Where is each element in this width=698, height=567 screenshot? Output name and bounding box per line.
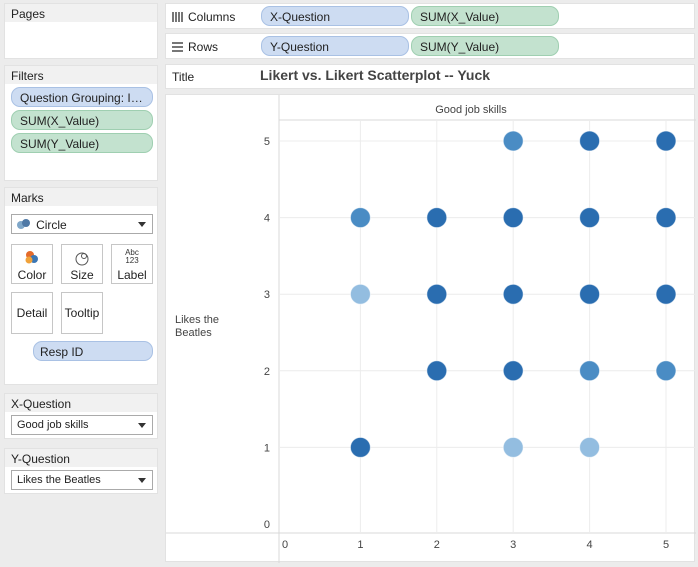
columns-pill-x-question[interactable]: X-Question xyxy=(261,6,409,26)
scatter-point[interactable] xyxy=(349,207,371,229)
y-question-dropdown[interactable]: Likes the Beatles xyxy=(11,470,153,490)
scatter-point[interactable] xyxy=(426,360,448,382)
chevron-down-icon xyxy=(138,222,146,227)
color-button[interactable]: Color xyxy=(11,244,53,284)
y-tick-label: 0 xyxy=(264,519,270,531)
pages-panel[interactable]: Pages xyxy=(4,3,158,59)
marks-title: Marks xyxy=(5,188,157,206)
scatter-point[interactable] xyxy=(502,360,524,382)
title-shelf[interactable]: Title Likert vs. Likert Scatterplot -- Y… xyxy=(165,64,695,89)
title-shelf-label: Title xyxy=(172,70,195,84)
size-icon xyxy=(62,250,102,268)
scatter-point[interactable] xyxy=(426,207,448,229)
scatter-point[interactable] xyxy=(655,360,677,382)
color-icon xyxy=(12,250,52,268)
y-question-value: Likes the Beatles xyxy=(17,474,101,486)
row-header-line-1: Likes the xyxy=(175,314,219,326)
x-question-parameter-panel[interactable]: X-Question Good job skills xyxy=(4,393,158,439)
size-button[interactable]: Size xyxy=(61,244,103,284)
y-tick-label: 1 xyxy=(264,442,270,454)
x-question-title: X-Question xyxy=(5,394,157,412)
detail-button-label: Detail xyxy=(16,306,48,320)
filter-pill-sum-x-value[interactable]: SUM(X_Value) xyxy=(11,110,153,130)
x-tick-label: 2 xyxy=(434,539,440,551)
rows-shelf-label: Rows xyxy=(172,40,218,54)
columns-shelf-label: Columns xyxy=(172,10,235,24)
scatter-point[interactable] xyxy=(655,283,677,305)
rows-pill-sum-y-value[interactable]: SUM(Y_Value) xyxy=(411,36,559,56)
x-tick-label: 4 xyxy=(587,539,593,551)
scatter-point[interactable] xyxy=(655,130,677,152)
scatter-point[interactable] xyxy=(579,283,601,305)
y-question-parameter-panel[interactable]: Y-Question Likes the Beatles xyxy=(4,448,158,494)
mark-type-dropdown[interactable]: Circle xyxy=(11,214,153,234)
scatter-point[interactable] xyxy=(655,207,677,229)
detail-button[interactable]: Detail xyxy=(11,292,53,334)
circle-mark-icon xyxy=(17,219,33,230)
size-button-label: Size xyxy=(70,268,94,282)
abc-123-label-icon: Abc 123 xyxy=(125,248,139,265)
rows-shelf[interactable]: Rows Y-Question SUM(Y_Value) xyxy=(165,33,695,59)
x-question-dropdown[interactable]: Good job skills xyxy=(11,415,153,435)
tooltip-button-label: Tooltip xyxy=(64,306,100,320)
columns-shelf[interactable]: Columns X-Question SUM(X_Value) xyxy=(165,3,695,29)
columns-icon xyxy=(172,12,183,22)
pages-title: Pages xyxy=(5,4,157,22)
detail-field-resp-id[interactable]: Resp ID xyxy=(33,341,153,361)
y-question-title: Y-Question xyxy=(5,449,157,467)
grid-lines xyxy=(280,121,696,532)
label-button[interactable]: Abc 123 Label xyxy=(111,244,153,284)
x-tick-label: 5 xyxy=(663,539,669,551)
chevron-down-icon xyxy=(138,423,146,428)
scatter-chart[interactable]: Good job skills Likes the Beatles 0 1 2 3 4 50… xyxy=(166,95,696,563)
rows-pill-y-question[interactable]: Y-Question xyxy=(261,36,409,56)
x-tick-label: 0 xyxy=(282,539,288,551)
mark-type-label: Circle xyxy=(36,218,67,232)
scatter-point[interactable] xyxy=(579,436,601,458)
row-header-label: Likes the Beatles xyxy=(175,314,219,339)
column-header-label: Good job skills xyxy=(435,104,507,116)
x-tick-label: 3 xyxy=(510,539,516,551)
color-button-label: Color xyxy=(17,268,47,282)
filters-panel[interactable]: Filters Question Grouping: Indi.. SUM(X_… xyxy=(4,65,158,181)
y-tick-label: 2 xyxy=(264,366,270,378)
scatter-point[interactable] xyxy=(502,283,524,305)
chevron-down-icon xyxy=(138,478,146,483)
row-header-line-2: Beatles xyxy=(175,327,212,339)
filter-pill-question-grouping[interactable]: Question Grouping: Indi.. xyxy=(11,87,153,107)
filter-pill-sum-y-value[interactable]: SUM(Y_Value) xyxy=(11,133,153,153)
x-tick-label: 1 xyxy=(357,539,363,551)
label-button-label: Label xyxy=(117,268,147,282)
scatter-point[interactable] xyxy=(502,130,524,152)
rows-icon xyxy=(172,42,183,52)
columns-pill-sum-x-value[interactable]: SUM(X_Value) xyxy=(411,6,559,26)
y-tick-label: 4 xyxy=(264,213,270,225)
marks-panel[interactable]: Marks Circle Color Size Abc 123 Label De… xyxy=(4,187,158,385)
axis-ticks: 0 1 2 3 4 5 0 1 2 3 4 5 xyxy=(264,136,669,551)
scatter-point[interactable] xyxy=(349,436,371,458)
x-question-value: Good job skills xyxy=(17,419,89,431)
scatter-point[interactable] xyxy=(579,130,601,152)
scatter-point[interactable] xyxy=(502,207,524,229)
scatter-point[interactable] xyxy=(579,207,601,229)
chart-frame: Good job skills Likes the Beatles xyxy=(166,95,696,563)
tooltip-button[interactable]: Tooltip xyxy=(61,292,103,334)
data-points[interactable] xyxy=(349,130,677,458)
filters-title: Filters xyxy=(5,66,157,84)
worksheet-title[interactable]: Likert vs. Likert Scatterplot -- Yuck xyxy=(260,67,491,83)
scatter-point[interactable] xyxy=(579,360,601,382)
scatter-point[interactable] xyxy=(502,436,524,458)
scatter-point[interactable] xyxy=(349,283,371,305)
scatter-point[interactable] xyxy=(426,283,448,305)
y-tick-label: 3 xyxy=(264,289,270,301)
y-tick-label: 5 xyxy=(264,136,270,148)
